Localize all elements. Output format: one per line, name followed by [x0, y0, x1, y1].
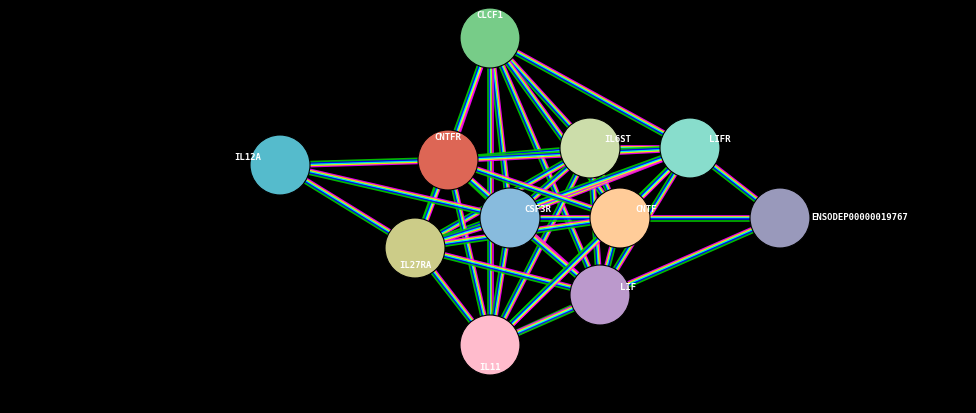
Ellipse shape [418, 130, 478, 190]
Text: IL6ST: IL6ST [604, 135, 631, 145]
Ellipse shape [590, 188, 650, 248]
Text: IL11: IL11 [479, 363, 501, 372]
Text: ENSODEP00000019767: ENSODEP00000019767 [812, 214, 909, 223]
Ellipse shape [660, 118, 720, 178]
Text: LIF: LIF [620, 282, 636, 292]
Text: CLCF1: CLCF1 [476, 12, 504, 21]
Text: CNTFR: CNTFR [434, 133, 462, 142]
Text: IL12A: IL12A [234, 152, 262, 161]
Text: IL27RA: IL27RA [399, 261, 431, 271]
Text: LIFR: LIFR [710, 135, 731, 145]
Ellipse shape [560, 118, 620, 178]
Ellipse shape [750, 188, 810, 248]
Ellipse shape [385, 218, 445, 278]
Ellipse shape [460, 8, 520, 68]
Text: CNTF: CNTF [635, 206, 657, 214]
Ellipse shape [480, 188, 540, 248]
Ellipse shape [250, 135, 310, 195]
Ellipse shape [460, 315, 520, 375]
Ellipse shape [570, 265, 630, 325]
Text: CSF3R: CSF3R [524, 206, 551, 214]
